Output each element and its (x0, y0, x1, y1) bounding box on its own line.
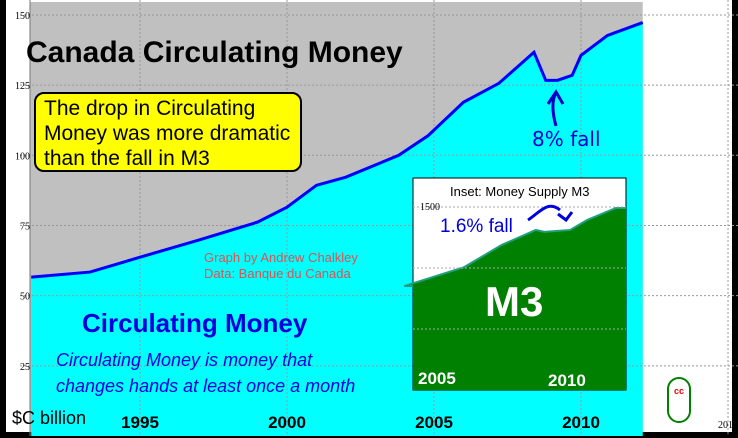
inset-label: M3 (485, 278, 543, 325)
fall-annotation: 8% fall (532, 127, 601, 151)
left-border (0, 0, 6, 438)
note-box: The drop in Circulating Money was more d… (34, 92, 302, 172)
arrow-icon (546, 89, 565, 127)
cc-logo-text: cc (674, 386, 684, 396)
y-axis-label: $C billion (12, 408, 86, 428)
x-tick-label: 2005 (415, 413, 453, 432)
y-tick-label: 75 (20, 221, 30, 232)
series-line (31, 21, 644, 279)
y-tick-label: 50 (20, 292, 30, 303)
x-tick-label: 1995 (121, 413, 159, 432)
right-border (732, 0, 738, 438)
chart-title: Canada Circulating Money (26, 36, 403, 69)
x-tick-label: 2000 (268, 413, 306, 432)
definition-line1: Circulating Money is money that (56, 350, 313, 370)
inset-line (403, 206, 626, 288)
inset-arrow-icon (527, 204, 574, 223)
inset-title: Inset: Money Supply M3 (450, 184, 589, 199)
credit-author: Graph by Andrew Chalkley (204, 250, 358, 265)
definition-line2: changes hands at least once a month (56, 376, 355, 396)
x-tick-label: 2010 (562, 413, 600, 432)
credit-data: Data: Banque du Canada (204, 266, 351, 281)
y-tick-label: 25 (20, 362, 30, 373)
inset-x-tick: 2005 (418, 369, 456, 388)
inset-area (404, 207, 626, 390)
y-tick-label: 150 (15, 11, 30, 22)
note-text: The drop in Circulating Money was more d… (44, 97, 291, 170)
inset-y-tick: 1500 (420, 202, 440, 213)
inset-fall-annotation: 1.6% fall (440, 216, 513, 237)
series-label: Circulating Money (82, 308, 308, 338)
y-tick-label: 100 (15, 151, 30, 162)
cc-license-icon (667, 377, 691, 423)
y-tick-label: 125 (15, 81, 30, 92)
x-tick-label: 2015 (718, 420, 738, 431)
inset-x-tick: 2010 (548, 371, 586, 390)
